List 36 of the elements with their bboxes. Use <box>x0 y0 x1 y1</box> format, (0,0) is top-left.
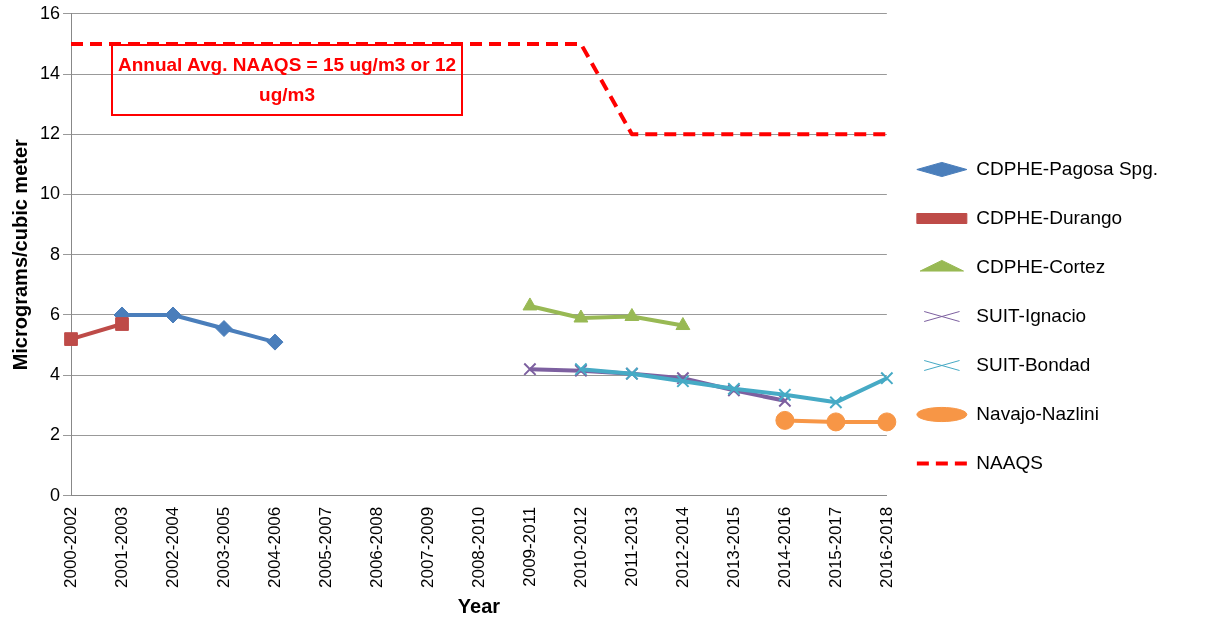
legend-label: NAAQS <box>976 451 1043 473</box>
y-tick-label: 6 <box>50 303 61 324</box>
y-tick-label: 12 <box>39 123 61 144</box>
legend-label: CDPHE-Durango <box>976 206 1123 228</box>
x-tick-label: 2010-2012 <box>570 506 590 589</box>
y-tick-label: 4 <box>50 364 61 385</box>
legend-label: SUIT-Bondad <box>976 353 1091 375</box>
legend-label: SUIT-Ignacio <box>976 304 1087 326</box>
x-tick-label: 2006-2008 <box>366 506 386 589</box>
x-tick-label: 2001-2003 <box>111 506 131 589</box>
note-box: Annual Avg. NAAQS = 15 ug/m3 or 12 ug/m3 <box>111 43 463 116</box>
x-tick-label: 2011-2013 <box>621 506 641 587</box>
x-tick-label: 2002-2004 <box>162 506 182 589</box>
y-tick-label: 14 <box>39 63 61 84</box>
y-tick-label: 16 <box>39 2 61 23</box>
x-tick-label: 2007-2009 <box>417 506 437 589</box>
legend-label: Navajo-Nazlini <box>976 402 1099 424</box>
x-tick-label: 2013-2015 <box>723 506 743 589</box>
y-tick-label: 8 <box>50 243 61 264</box>
x-tick-label: 2000-2002 <box>60 506 80 589</box>
x-axis-title: Year <box>457 594 501 617</box>
y-axis-title: Micrograms/cubic meter <box>8 138 31 371</box>
x-tick-label: 2012-2014 <box>672 506 692 589</box>
x-tick-label: 2005-2007 <box>315 506 335 589</box>
legend-label: CDPHE-Cortez <box>976 255 1106 277</box>
y-tick-label: 10 <box>39 183 61 204</box>
x-tick-label: 2004-2006 <box>264 506 284 589</box>
x-tick-label: 2008-2010 <box>468 506 488 589</box>
y-tick-label: 2 <box>50 424 61 445</box>
x-tick-label: 2015-2017 <box>825 506 845 589</box>
legend-label: CDPHE-Pagosa Spg. <box>976 157 1159 179</box>
x-tick-label: 2014-2016 <box>774 506 794 589</box>
x-tick-label: 2003-2005 <box>213 506 233 589</box>
x-tick-label: 2016-2018 <box>876 506 896 589</box>
y-tick-label: 0 <box>50 484 61 505</box>
x-tick-label: 2009-2011 <box>519 506 539 587</box>
